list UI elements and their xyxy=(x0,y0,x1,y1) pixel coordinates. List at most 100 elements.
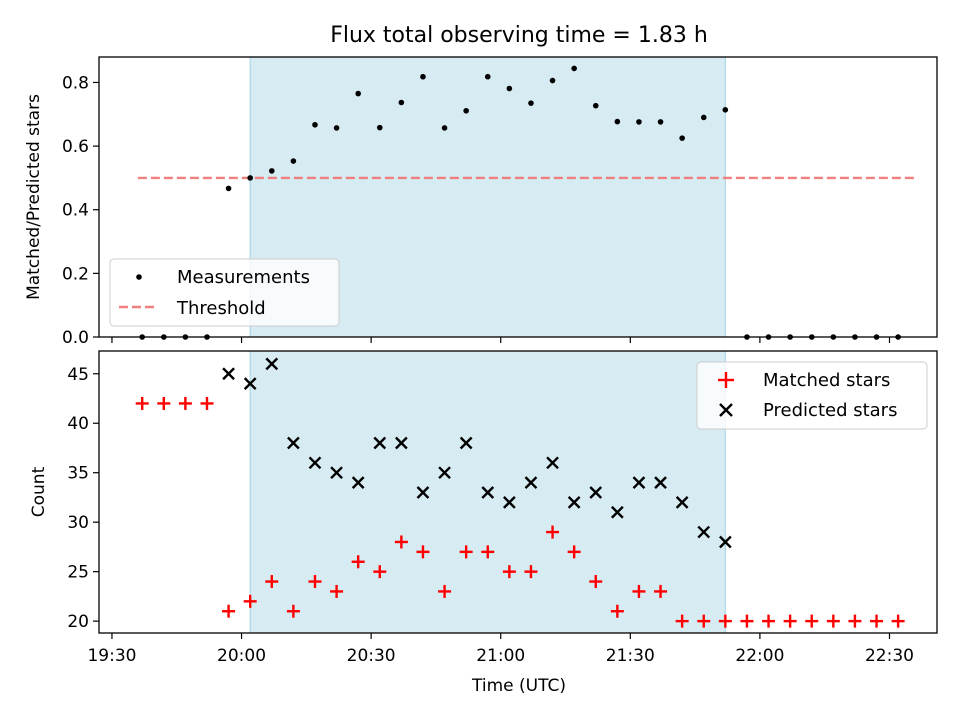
predicted-x-b xyxy=(222,367,235,381)
matched-star-point xyxy=(373,565,387,579)
top-ytick-label: 0.0 xyxy=(62,328,89,348)
predicted-x-b xyxy=(416,486,430,499)
bottom-ytick-label: 40 xyxy=(67,414,89,434)
bottom-ytick-label: 20 xyxy=(67,612,89,632)
legend-measurements-swatch xyxy=(136,274,142,280)
bottom-xtick-label: 21:00 xyxy=(476,646,525,666)
matched-star-point xyxy=(524,565,538,579)
matched-star-point xyxy=(243,594,257,608)
predicted-star-point xyxy=(438,466,451,480)
top-ytick-label: 0.4 xyxy=(62,201,89,221)
matched-star-point xyxy=(265,575,279,589)
predicted-star-point xyxy=(265,357,279,371)
predicted-x-b xyxy=(589,486,603,499)
measurement-point xyxy=(398,99,405,106)
predicted-x-b xyxy=(438,466,451,480)
x-axis-label: Time (UTC) xyxy=(471,676,566,696)
matched-star-point xyxy=(654,584,668,598)
bottom-xtick-label: 22:30 xyxy=(865,646,914,666)
measurement-point xyxy=(355,90,361,97)
measurement-point xyxy=(312,121,318,128)
predicted-x-b xyxy=(697,525,711,539)
bottom-xtick-label: 22:00 xyxy=(735,646,784,666)
measurement-point xyxy=(506,85,513,92)
matched-star-point xyxy=(308,575,322,589)
matched-star-point xyxy=(330,584,344,598)
matched-star-point xyxy=(200,396,214,410)
matched-star-point xyxy=(459,545,473,559)
predicted-x-b xyxy=(718,535,732,549)
predicted-x-b xyxy=(287,436,300,450)
measurement-point xyxy=(333,125,340,131)
bottom-ytick-label: 45 xyxy=(67,365,89,385)
measurement-point xyxy=(528,100,534,106)
count-points xyxy=(135,357,905,628)
measurement-point xyxy=(614,118,621,125)
measurement-point xyxy=(376,124,383,131)
predicted-x-b xyxy=(481,486,495,499)
matched-star-point xyxy=(697,614,711,628)
matched-star-point xyxy=(416,545,430,559)
predicted-star-point xyxy=(632,476,646,489)
top-panel: Flux total observing time = 1.83 h Match… xyxy=(24,23,938,348)
predicted-star-point xyxy=(567,496,581,509)
measurement-point xyxy=(268,168,275,174)
bottom-xtick-label: 20:00 xyxy=(217,646,266,666)
matched-star-point xyxy=(502,565,516,579)
matched-star-point xyxy=(589,575,603,589)
legend-matched-swatch xyxy=(718,372,734,388)
predicted-x-b xyxy=(330,466,343,480)
matched-star-point xyxy=(848,614,862,628)
matched-star-point xyxy=(805,614,819,628)
matched-star-point xyxy=(178,396,192,410)
predicted-star-point xyxy=(481,486,495,499)
bottom-y-axis-label: Count xyxy=(29,466,49,517)
predicted-star-point xyxy=(222,367,235,381)
bottom-ytick-label: 35 xyxy=(67,464,89,484)
matched-star-point xyxy=(286,604,300,618)
predicted-star-point xyxy=(416,486,430,499)
matched-star-point xyxy=(740,614,754,628)
predicted-x-b xyxy=(243,377,257,391)
predicted-star-point xyxy=(459,436,473,450)
predicted-star-point xyxy=(395,436,408,450)
top-axes: 0.0 0.2 0.4 0.6 0.8 xyxy=(62,56,938,348)
measurement-point xyxy=(722,107,729,113)
predicted-star-point xyxy=(718,535,732,549)
matched-star-point xyxy=(826,614,840,628)
predicted-x-b xyxy=(265,357,279,371)
predicted-x-b xyxy=(395,436,408,450)
matched-star-point xyxy=(481,545,495,559)
measurement-point xyxy=(420,73,426,80)
bottom-xtick-label: 20:30 xyxy=(347,646,396,666)
top-axes-frame xyxy=(98,56,938,338)
predicted-star-point xyxy=(351,476,365,489)
top-ytick-label: 0.6 xyxy=(62,137,89,157)
predicted-x-b xyxy=(611,505,624,519)
legend-threshold-label: Threshold xyxy=(176,298,266,319)
matched-star-point xyxy=(675,614,689,628)
matched-star-point xyxy=(718,614,732,628)
bottom-xtick-label: 19:30 xyxy=(87,646,136,666)
predicted-x-b xyxy=(373,436,387,450)
predicted-star-point xyxy=(308,456,322,470)
measurement-point xyxy=(700,114,707,121)
bottom-xtick-label: 21:30 xyxy=(606,646,655,666)
matched-star-point xyxy=(891,614,905,628)
bottom-axes-frame xyxy=(98,350,938,634)
predicted-star-point xyxy=(546,456,559,470)
matched-star-point xyxy=(632,584,646,598)
measurement-point xyxy=(484,73,491,80)
measurement-point xyxy=(636,119,642,125)
predicted-star-point xyxy=(697,525,711,539)
matched-star-point xyxy=(783,614,797,628)
matched-star-point xyxy=(610,604,624,618)
matched-star-point xyxy=(222,604,236,618)
bottom-axes: 20 25 30 35 40 45 19:30 20:00 20:30 21:00 21:30 22:… xyxy=(67,350,938,666)
measurement-point xyxy=(441,125,448,131)
matched-star-point xyxy=(394,535,408,549)
measurement-point xyxy=(571,65,577,72)
legend-matched-label: Matched stars xyxy=(763,370,890,391)
